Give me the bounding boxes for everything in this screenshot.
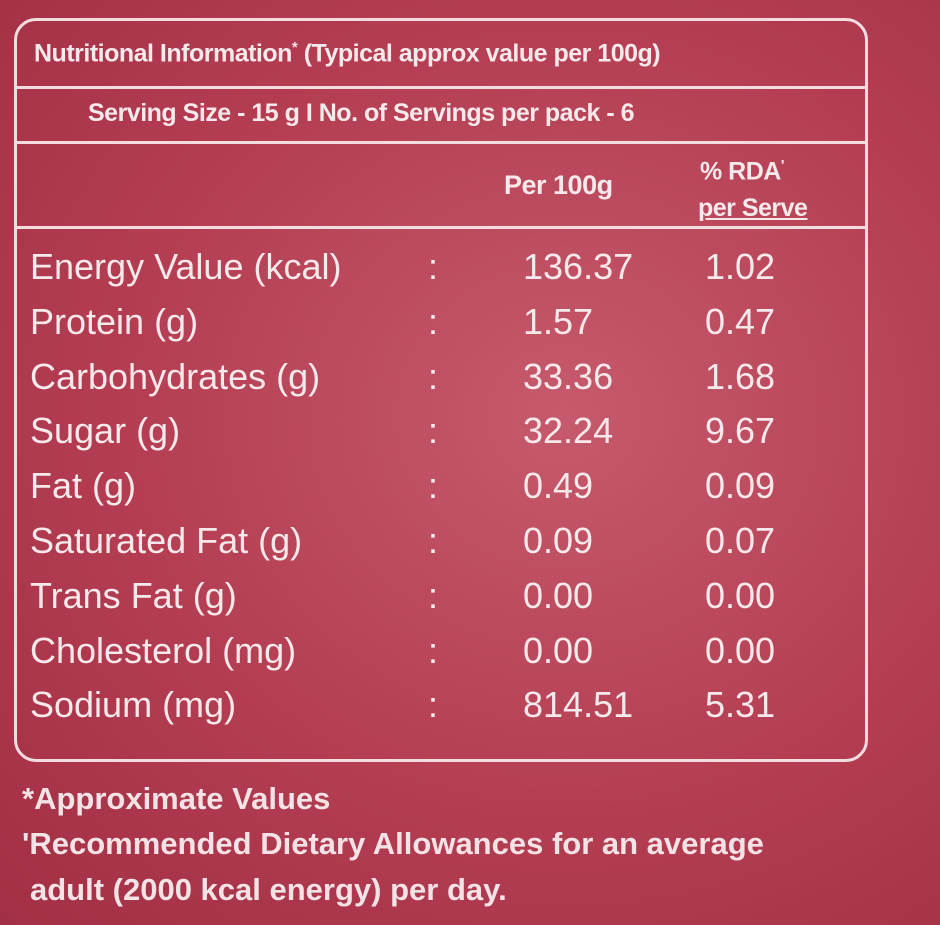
nutrient-name: Saturated Fat (g) — [30, 520, 303, 561]
nutrient-name: Fat (g) — [30, 465, 137, 507]
nutrient-name: Protein (g) — [30, 300, 199, 342]
rda-value: 1.68 — [705, 355, 776, 397]
title-note: (Typical approx value per 100g) — [303, 39, 661, 68]
separator: : — [428, 684, 439, 726]
per-100g-value: 0.49 — [523, 465, 594, 507]
rda-value: 0.09 — [705, 465, 776, 507]
rda-value: 1.02 — [705, 246, 776, 287]
per-100g-value: 0.00 — [523, 574, 594, 616]
separator: : — [428, 520, 439, 561]
nutrient-name: Sugar (g) — [30, 410, 181, 452]
nutrient-name: Sodium (mg) — [30, 684, 237, 726]
nutrient-name: Trans Fat (g) — [30, 574, 237, 616]
title-line: Nutritional Information* (Typical approx… — [34, 39, 661, 68]
rda-value: 0.00 — [705, 629, 776, 671]
nutrient-name: Carbohydrates (g) — [30, 355, 321, 397]
separator: : — [428, 246, 439, 287]
rda-value: 0.07 — [705, 520, 776, 561]
separator: : — [428, 410, 439, 452]
title: Nutritional Information — [34, 39, 292, 68]
column-header-text: % RDA — [700, 157, 781, 186]
per-100g-value: 814.51 — [523, 684, 634, 726]
separator: : — [428, 465, 439, 507]
separator: : — [428, 300, 439, 342]
per-100g-value: 136.37 — [523, 246, 634, 287]
divider — [14, 141, 868, 144]
per-100g-value: 33.36 — [523, 355, 614, 397]
serving-info: Serving Size - 15 g I No. of Servings pe… — [88, 99, 635, 127]
rda-value: 0.00 — [705, 574, 776, 616]
footnote: adult (2000 kcal energy) per day. — [30, 872, 507, 907]
separator: : — [428, 629, 439, 671]
divider — [14, 226, 868, 229]
per-100g-value: 0.00 — [523, 629, 594, 671]
column-header: Per 100g — [504, 170, 613, 200]
nutrient-name: Cholesterol (mg) — [30, 629, 297, 671]
rda-value: 0.47 — [705, 300, 776, 342]
rda-value: 5.31 — [705, 684, 776, 726]
divider — [14, 86, 868, 89]
table-border — [14, 18, 868, 762]
title-mark: * — [291, 39, 298, 56]
column-mark: ' — [780, 157, 785, 174]
footnote: 'Recommended Dietary Allowances for an a… — [22, 826, 764, 861]
nutrient-name: Energy Value (kcal) — [30, 246, 342, 287]
per-100g-value: 1.57 — [523, 300, 594, 342]
footnote: *Approximate Values — [22, 781, 331, 816]
rda-value: 9.67 — [705, 410, 776, 452]
separator: : — [428, 355, 439, 397]
column-subheader: per Serve — [698, 194, 808, 222]
separator: : — [428, 574, 439, 616]
column-header: % RDA' — [700, 158, 784, 184]
per-100g-value: 0.09 — [523, 520, 594, 561]
per-100g-value: 32.24 — [523, 410, 614, 452]
